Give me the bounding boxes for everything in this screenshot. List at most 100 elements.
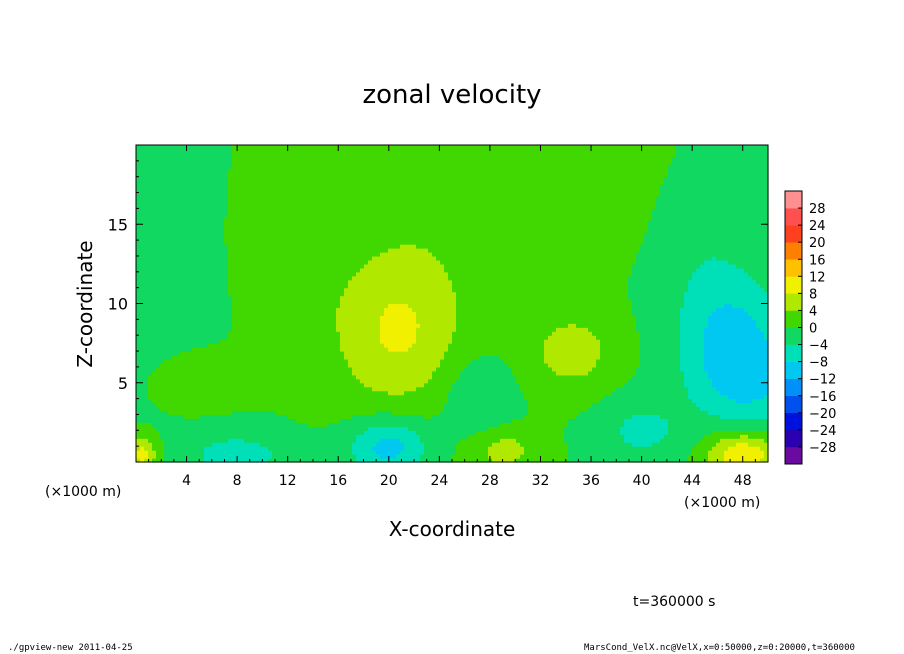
heatmap-cell (228, 386, 233, 392)
heatmap-cell (248, 398, 253, 404)
heatmap-cell (172, 244, 177, 249)
heatmap-cell (364, 200, 369, 206)
heatmap-cell (308, 430, 313, 435)
heatmap-cell (304, 434, 309, 439)
heatmap-cell (348, 192, 353, 198)
heatmap-cell (268, 446, 273, 451)
heatmap-cell (348, 390, 353, 396)
heatmap-cell (360, 228, 365, 233)
heatmap-cell (376, 426, 381, 431)
heatmap-cell (268, 255, 273, 261)
heatmap-cell (236, 299, 241, 305)
heatmap-cell (260, 164, 265, 170)
heatmap-cell (176, 192, 181, 198)
heatmap-cell (264, 287, 269, 293)
heatmap-cell (240, 299, 245, 305)
heatmap-cell (348, 355, 353, 360)
heatmap-cell (348, 255, 353, 261)
heatmap-cell (216, 216, 221, 221)
heatmap-cell (356, 156, 361, 162)
heatmap-cell (300, 335, 305, 340)
heatmap-cell (300, 430, 305, 435)
heatmap-cell (204, 370, 209, 376)
heatmap-cell (344, 160, 349, 166)
heatmap-cell (344, 255, 349, 261)
heatmap-cell (284, 283, 289, 289)
heatmap-cell (300, 370, 305, 376)
heatmap-cell (268, 426, 273, 431)
heatmap-cell (220, 446, 225, 451)
heatmap-cell (296, 168, 301, 174)
heatmap-cell (236, 458, 241, 463)
heatmap-cell (196, 299, 201, 305)
heatmap-cell (148, 446, 153, 451)
heatmap-cell (308, 240, 313, 245)
heatmap-cell (264, 180, 269, 186)
heatmap-cell (268, 398, 273, 404)
heatmap-cell (312, 283, 317, 289)
heatmap-cell (312, 267, 317, 273)
heatmap-cell (184, 291, 189, 297)
heatmap-cell (140, 160, 145, 166)
heatmap-cell (168, 200, 173, 206)
heatmap-cell (344, 263, 349, 269)
heatmap-cell (236, 164, 241, 170)
heatmap-cell (360, 172, 365, 178)
heatmap-cell (372, 438, 377, 443)
heatmap-cell (280, 200, 285, 206)
heatmap-cell (280, 259, 285, 265)
heatmap-cell (232, 172, 237, 178)
heatmap-cell (144, 454, 149, 459)
heatmap-cell (192, 156, 197, 162)
heatmap-cell (188, 172, 193, 178)
heatmap-cell (288, 180, 293, 186)
heatmap-cell (184, 240, 189, 245)
heatmap-cell (300, 255, 305, 261)
heatmap-cell (316, 145, 321, 150)
heatmap-cell (344, 418, 349, 423)
heatmap-cell (344, 220, 349, 225)
heatmap-cell (180, 251, 185, 257)
heatmap-cell (208, 283, 213, 289)
heatmap-cell (380, 430, 385, 435)
heatmap-cell (264, 366, 269, 372)
heatmap-cell (172, 339, 177, 344)
heatmap-cell (344, 307, 349, 313)
heatmap-cell (344, 358, 349, 364)
heatmap-cell (312, 180, 317, 186)
heatmap-cell (336, 148, 341, 154)
heatmap-cell (140, 362, 145, 368)
heatmap-cell (284, 145, 289, 150)
heatmap-cell (144, 319, 149, 324)
heatmap-cell (244, 303, 249, 309)
heatmap-cell (240, 331, 245, 336)
heatmap-cell (196, 184, 201, 190)
heatmap-cell (312, 331, 317, 336)
heatmap-cell (380, 378, 385, 384)
heatmap-cell (196, 267, 201, 273)
heatmap-cell (328, 291, 333, 297)
heatmap-cell (180, 307, 185, 313)
heatmap-cell (144, 251, 149, 257)
heatmap-cell (172, 200, 177, 206)
heatmap-cell (212, 196, 217, 202)
heatmap-cell (152, 255, 157, 261)
heatmap-cell (180, 438, 185, 443)
heatmap-cell (156, 331, 161, 336)
heatmap-cell (348, 398, 353, 404)
heatmap-cell (188, 283, 193, 289)
heatmap-cell (216, 283, 221, 289)
heatmap-cell (344, 406, 349, 412)
heatmap-cell (208, 145, 213, 150)
heatmap-cell (348, 358, 353, 364)
heatmap-cell (160, 450, 165, 455)
heatmap-cell (248, 418, 253, 423)
heatmap-cell (196, 212, 201, 217)
heatmap-cell (308, 414, 313, 420)
heatmap-cell (280, 160, 285, 166)
heatmap-cell (276, 299, 281, 305)
heatmap-cell (200, 145, 205, 150)
heatmap-cell (360, 446, 365, 451)
heatmap-cell (320, 220, 325, 225)
heatmap-cell (260, 370, 265, 376)
